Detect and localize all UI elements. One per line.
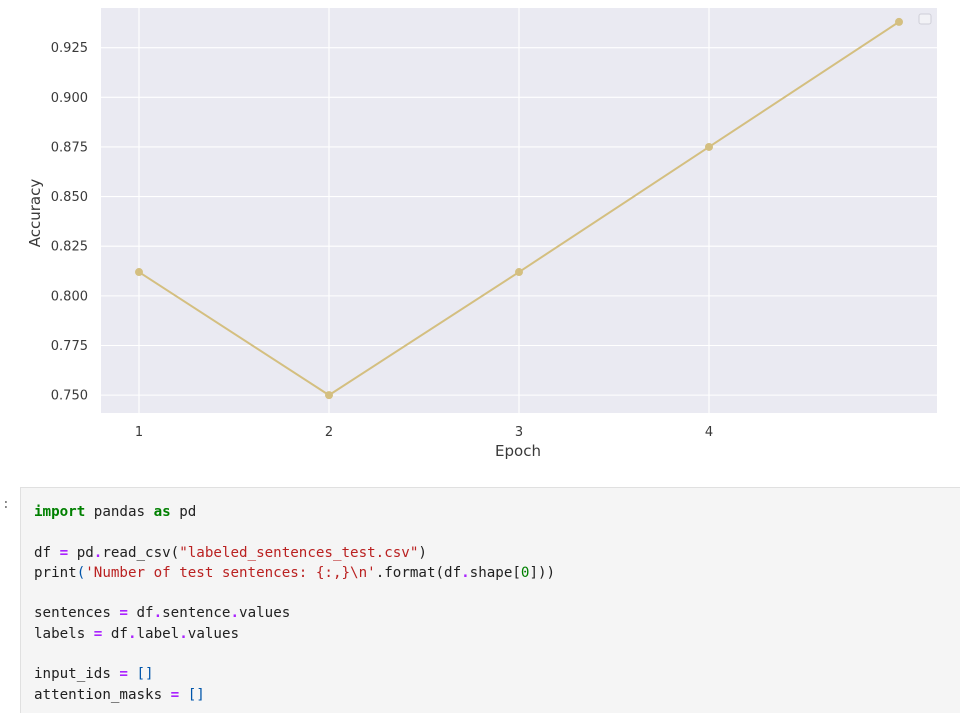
code-token: pd [170,504,197,520]
data-point [135,268,143,277]
code-token: = [119,605,128,622]
code-token: import [34,504,86,520]
code-token: df [102,625,128,642]
code-token: . [230,605,240,622]
code-token: values [187,625,240,642]
y-tick-label: 0.925 [51,41,88,56]
code-token: sentence [162,605,231,622]
code-token: . [93,544,103,561]
y-tick-label: 0.850 [51,190,88,205]
code-token: df [34,544,60,561]
code-token: ])) [529,564,556,581]
x-axis-label: Epoch [495,442,541,460]
code-token: . [127,625,137,642]
code-token: format(df [384,564,462,581]
code-token: pandas [85,504,154,520]
code-token: ) [418,544,427,561]
y-tick-label: 0.750 [51,389,88,404]
data-point [895,17,903,26]
code-token: . [461,564,470,581]
x-tick-label: 2 [325,425,333,440]
code-token [179,687,188,703]
code-cell[interactable]: import pandas as pd df = pd.read_csv("la… [20,487,960,713]
code-token: shape[ [469,564,521,581]
code-token: 0 [520,564,530,581]
y-axis-label: Accuracy [26,179,44,248]
x-tick-label: 3 [515,425,523,440]
code-token: read_csv( [102,544,180,561]
code-token: "labeled_sentences_test.csv" [179,544,419,561]
code-token: [] [136,666,154,683]
data-point [705,142,713,151]
y-tick-label: 0.800 [51,289,88,304]
code-token: . [153,605,163,622]
code-token: . [375,564,385,581]
data-point [325,391,333,400]
cell-prompt: : [2,497,10,512]
y-tick-label: 0.875 [51,140,88,155]
code-token: = [93,625,103,642]
x-tick-label: 4 [705,425,713,440]
code-token: as [153,504,171,520]
legend-box [918,13,932,25]
code-token: = [170,686,180,703]
y-tick-label: 0.775 [51,339,88,354]
code-token: = [119,666,128,683]
code-token: values [239,605,291,622]
data-point [515,268,523,277]
code-editor[interactable]: import pandas as pd df = pd.read_csv("la… [34,502,555,705]
y-tick-label: 0.900 [51,91,88,106]
code-token: = [59,544,69,561]
code-token: sentences [34,605,120,622]
code-token: print [34,564,77,581]
code-token: df [127,605,154,622]
code-token: . [179,625,188,642]
code-token: 'Number of test sentences: {:,}\n' [85,564,376,581]
code-token: [] [187,686,205,703]
code-token: attention_masks [34,686,171,703]
code-token: labels [34,625,94,642]
code-token: input_ids [34,666,120,683]
code-token [128,666,137,682]
x-tick-label: 1 [135,425,143,440]
code-token: ( [76,564,86,581]
code-token: pd [68,544,94,561]
code-token: label [136,625,180,642]
accuracy-chart: 0.750 0.775 0.800 0.825 0.850 0.875 0.900 0.925… [26,8,937,460]
y-tick-label: 0.825 [51,240,88,255]
